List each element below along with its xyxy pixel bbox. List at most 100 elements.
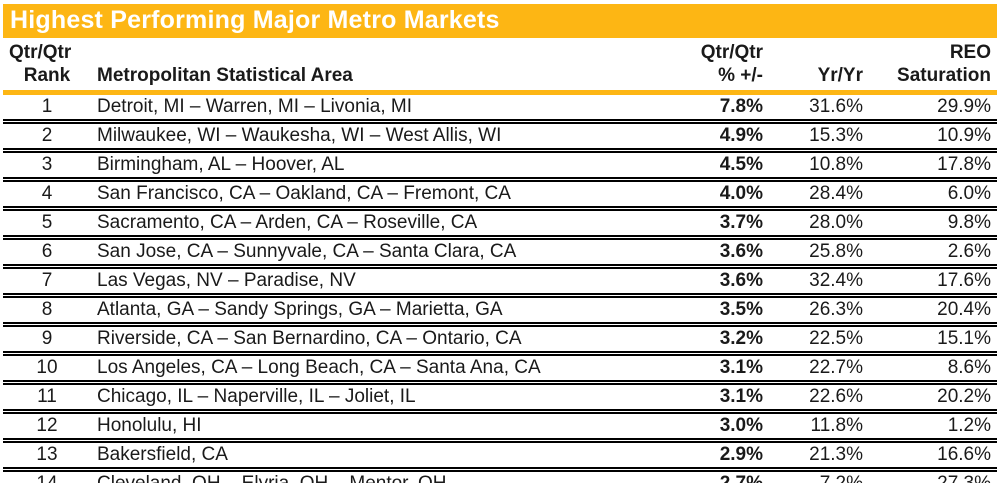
column-header-yr-label: Yr/Yr bbox=[817, 65, 863, 86]
table-body: 1 Detroit, MI – Warren, MI – Livonia, MI… bbox=[3, 92, 997, 483]
rank-cell: 7 bbox=[3, 266, 91, 298]
table-row: 2 Milwaukee, WI – Waukesha, WI – West Al… bbox=[3, 121, 997, 153]
msa-cell: Birmingham, AL – Hoover, AL bbox=[91, 150, 657, 182]
table-row: 11 Chicago, IL – Naperville, IL – Joliet… bbox=[3, 382, 997, 414]
qtr-change-cell: 3.6% bbox=[657, 237, 769, 269]
qtr-change-cell: 7.8% bbox=[657, 92, 769, 124]
rank-cell: 13 bbox=[3, 440, 91, 472]
yr-change-cell: 22.5% bbox=[769, 324, 869, 356]
msa-cell: Bakersfield, CA bbox=[91, 440, 657, 472]
qtr-change-cell: 4.5% bbox=[657, 150, 769, 182]
column-header-reo-line2: Saturation bbox=[897, 65, 991, 86]
table-title-bar: Highest Performing Major Metro Markets bbox=[3, 4, 997, 38]
msa-cell: Cleveland, OH – Elyria, OH – Mentor, OH bbox=[91, 469, 657, 483]
column-header-qtr-change: Qtr/Qtr % +/- bbox=[657, 38, 769, 95]
qtr-change-cell: 4.9% bbox=[657, 121, 769, 153]
reo-saturation-cell: 20.2% bbox=[869, 382, 997, 414]
table-row: 4 San Francisco, CA – Oakland, CA – Frem… bbox=[3, 179, 997, 211]
qtr-change-cell: 3.7% bbox=[657, 208, 769, 240]
reo-saturation-cell: 15.1% bbox=[869, 324, 997, 356]
qtr-change-cell: 2.7% bbox=[657, 469, 769, 483]
qtr-change-cell: 3.2% bbox=[657, 324, 769, 356]
qtr-change-cell: 4.0% bbox=[657, 179, 769, 211]
header-row: Qtr/Qtr Rank Metropolitan Statistical Ar… bbox=[3, 38, 997, 95]
rank-cell: 3 bbox=[3, 150, 91, 182]
column-header-msa: Metropolitan Statistical Area bbox=[91, 38, 657, 95]
reo-saturation-cell: 20.4% bbox=[869, 295, 997, 327]
reo-saturation-cell: 27.3% bbox=[869, 469, 997, 483]
rank-cell: 4 bbox=[3, 179, 91, 211]
qtr-change-cell: 3.6% bbox=[657, 266, 769, 298]
yr-change-cell: 32.4% bbox=[769, 266, 869, 298]
column-header-msa-label: Metropolitan Statistical Area bbox=[97, 65, 353, 86]
table-row: 9 Riverside, CA – San Bernardino, CA – O… bbox=[3, 324, 997, 356]
rank-cell: 11 bbox=[3, 382, 91, 414]
rank-cell: 10 bbox=[3, 353, 91, 385]
msa-cell: Milwaukee, WI – Waukesha, WI – West Alli… bbox=[91, 121, 657, 153]
reo-saturation-cell: 17.8% bbox=[869, 150, 997, 182]
yr-change-cell: 7.2% bbox=[769, 469, 869, 483]
yr-change-cell: 22.7% bbox=[769, 353, 869, 385]
rank-cell: 14 bbox=[3, 469, 91, 483]
column-header-qtr-line1: Qtr/Qtr bbox=[700, 42, 763, 63]
table-row: 14 Cleveland, OH – Elyria, OH – Mentor, … bbox=[3, 469, 997, 483]
rank-cell: 1 bbox=[3, 92, 91, 124]
msa-cell: Los Angeles, CA – Long Beach, CA – Santa… bbox=[91, 353, 657, 385]
rank-cell: 8 bbox=[3, 295, 91, 327]
rank-cell: 5 bbox=[3, 208, 91, 240]
table-header: Qtr/Qtr Rank Metropolitan Statistical Ar… bbox=[3, 38, 997, 95]
reo-saturation-cell: 10.9% bbox=[869, 121, 997, 153]
column-header-qtr-line2: % +/- bbox=[718, 65, 763, 86]
table-row: 1 Detroit, MI – Warren, MI – Livonia, MI… bbox=[3, 92, 997, 124]
column-header-rank-line1: Qtr/Qtr bbox=[9, 42, 72, 63]
yr-change-cell: 28.0% bbox=[769, 208, 869, 240]
yr-change-cell: 10.8% bbox=[769, 150, 869, 182]
msa-cell: Riverside, CA – San Bernardino, CA – Ont… bbox=[91, 324, 657, 356]
reo-saturation-cell: 8.6% bbox=[869, 353, 997, 385]
msa-cell: San Jose, CA – Sunnyvale, CA – Santa Cla… bbox=[91, 237, 657, 269]
yr-change-cell: 28.4% bbox=[769, 179, 869, 211]
rank-cell: 2 bbox=[3, 121, 91, 153]
table-row: 12 Honolulu, HI 3.0% 11.8% 1.2% bbox=[3, 411, 997, 443]
reo-saturation-cell: 16.6% bbox=[869, 440, 997, 472]
msa-cell: Atlanta, GA – Sandy Springs, GA – Mariet… bbox=[91, 295, 657, 327]
yr-change-cell: 11.8% bbox=[769, 411, 869, 443]
reo-saturation-cell: 1.2% bbox=[869, 411, 997, 443]
table-row: 10 Los Angeles, CA – Long Beach, CA – Sa… bbox=[3, 353, 997, 385]
yr-change-cell: 26.3% bbox=[769, 295, 869, 327]
metro-markets-table: Qtr/Qtr Rank Metropolitan Statistical Ar… bbox=[3, 38, 997, 483]
reo-saturation-cell: 9.8% bbox=[869, 208, 997, 240]
yr-change-cell: 25.8% bbox=[769, 237, 869, 269]
yr-change-cell: 22.6% bbox=[769, 382, 869, 414]
msa-cell: Sacramento, CA – Arden, CA – Roseville, … bbox=[91, 208, 657, 240]
yr-change-cell: 31.6% bbox=[769, 92, 869, 124]
reo-saturation-cell: 29.9% bbox=[869, 92, 997, 124]
msa-cell: Honolulu, HI bbox=[91, 411, 657, 443]
reo-saturation-cell: 2.6% bbox=[869, 237, 997, 269]
qtr-change-cell: 3.5% bbox=[657, 295, 769, 327]
rank-cell: 9 bbox=[3, 324, 91, 356]
column-header-reo-line1: REO bbox=[949, 42, 991, 63]
table-row: 6 San Jose, CA – Sunnyvale, CA – Santa C… bbox=[3, 237, 997, 269]
reo-saturation-cell: 6.0% bbox=[869, 179, 997, 211]
qtr-change-cell: 3.1% bbox=[657, 382, 769, 414]
reo-saturation-cell: 17.6% bbox=[869, 266, 997, 298]
column-header-yr-change: Yr/Yr bbox=[769, 38, 869, 95]
table-row: 8 Atlanta, GA – Sandy Springs, GA – Mari… bbox=[3, 295, 997, 327]
qtr-change-cell: 3.0% bbox=[657, 411, 769, 443]
msa-cell: Las Vegas, NV – Paradise, NV bbox=[91, 266, 657, 298]
table-row: 5 Sacramento, CA – Arden, CA – Roseville… bbox=[3, 208, 997, 240]
column-header-rank: Qtr/Qtr Rank bbox=[3, 38, 91, 95]
rank-cell: 12 bbox=[3, 411, 91, 443]
msa-cell: Chicago, IL – Naperville, IL – Joliet, I… bbox=[91, 382, 657, 414]
column-header-reo-saturation: REO Saturation bbox=[869, 38, 997, 95]
qtr-change-cell: 3.1% bbox=[657, 353, 769, 385]
msa-cell: Detroit, MI – Warren, MI – Livonia, MI bbox=[91, 92, 657, 124]
qtr-change-cell: 2.9% bbox=[657, 440, 769, 472]
table-row: 3 Birmingham, AL – Hoover, AL 4.5% 10.8%… bbox=[3, 150, 997, 182]
column-header-rank-line2: Rank bbox=[23, 65, 71, 86]
table-row: 7 Las Vegas, NV – Paradise, NV 3.6% 32.4… bbox=[3, 266, 997, 298]
yr-change-cell: 21.3% bbox=[769, 440, 869, 472]
table-row: 13 Bakersfield, CA 2.9% 21.3% 16.6% bbox=[3, 440, 997, 472]
